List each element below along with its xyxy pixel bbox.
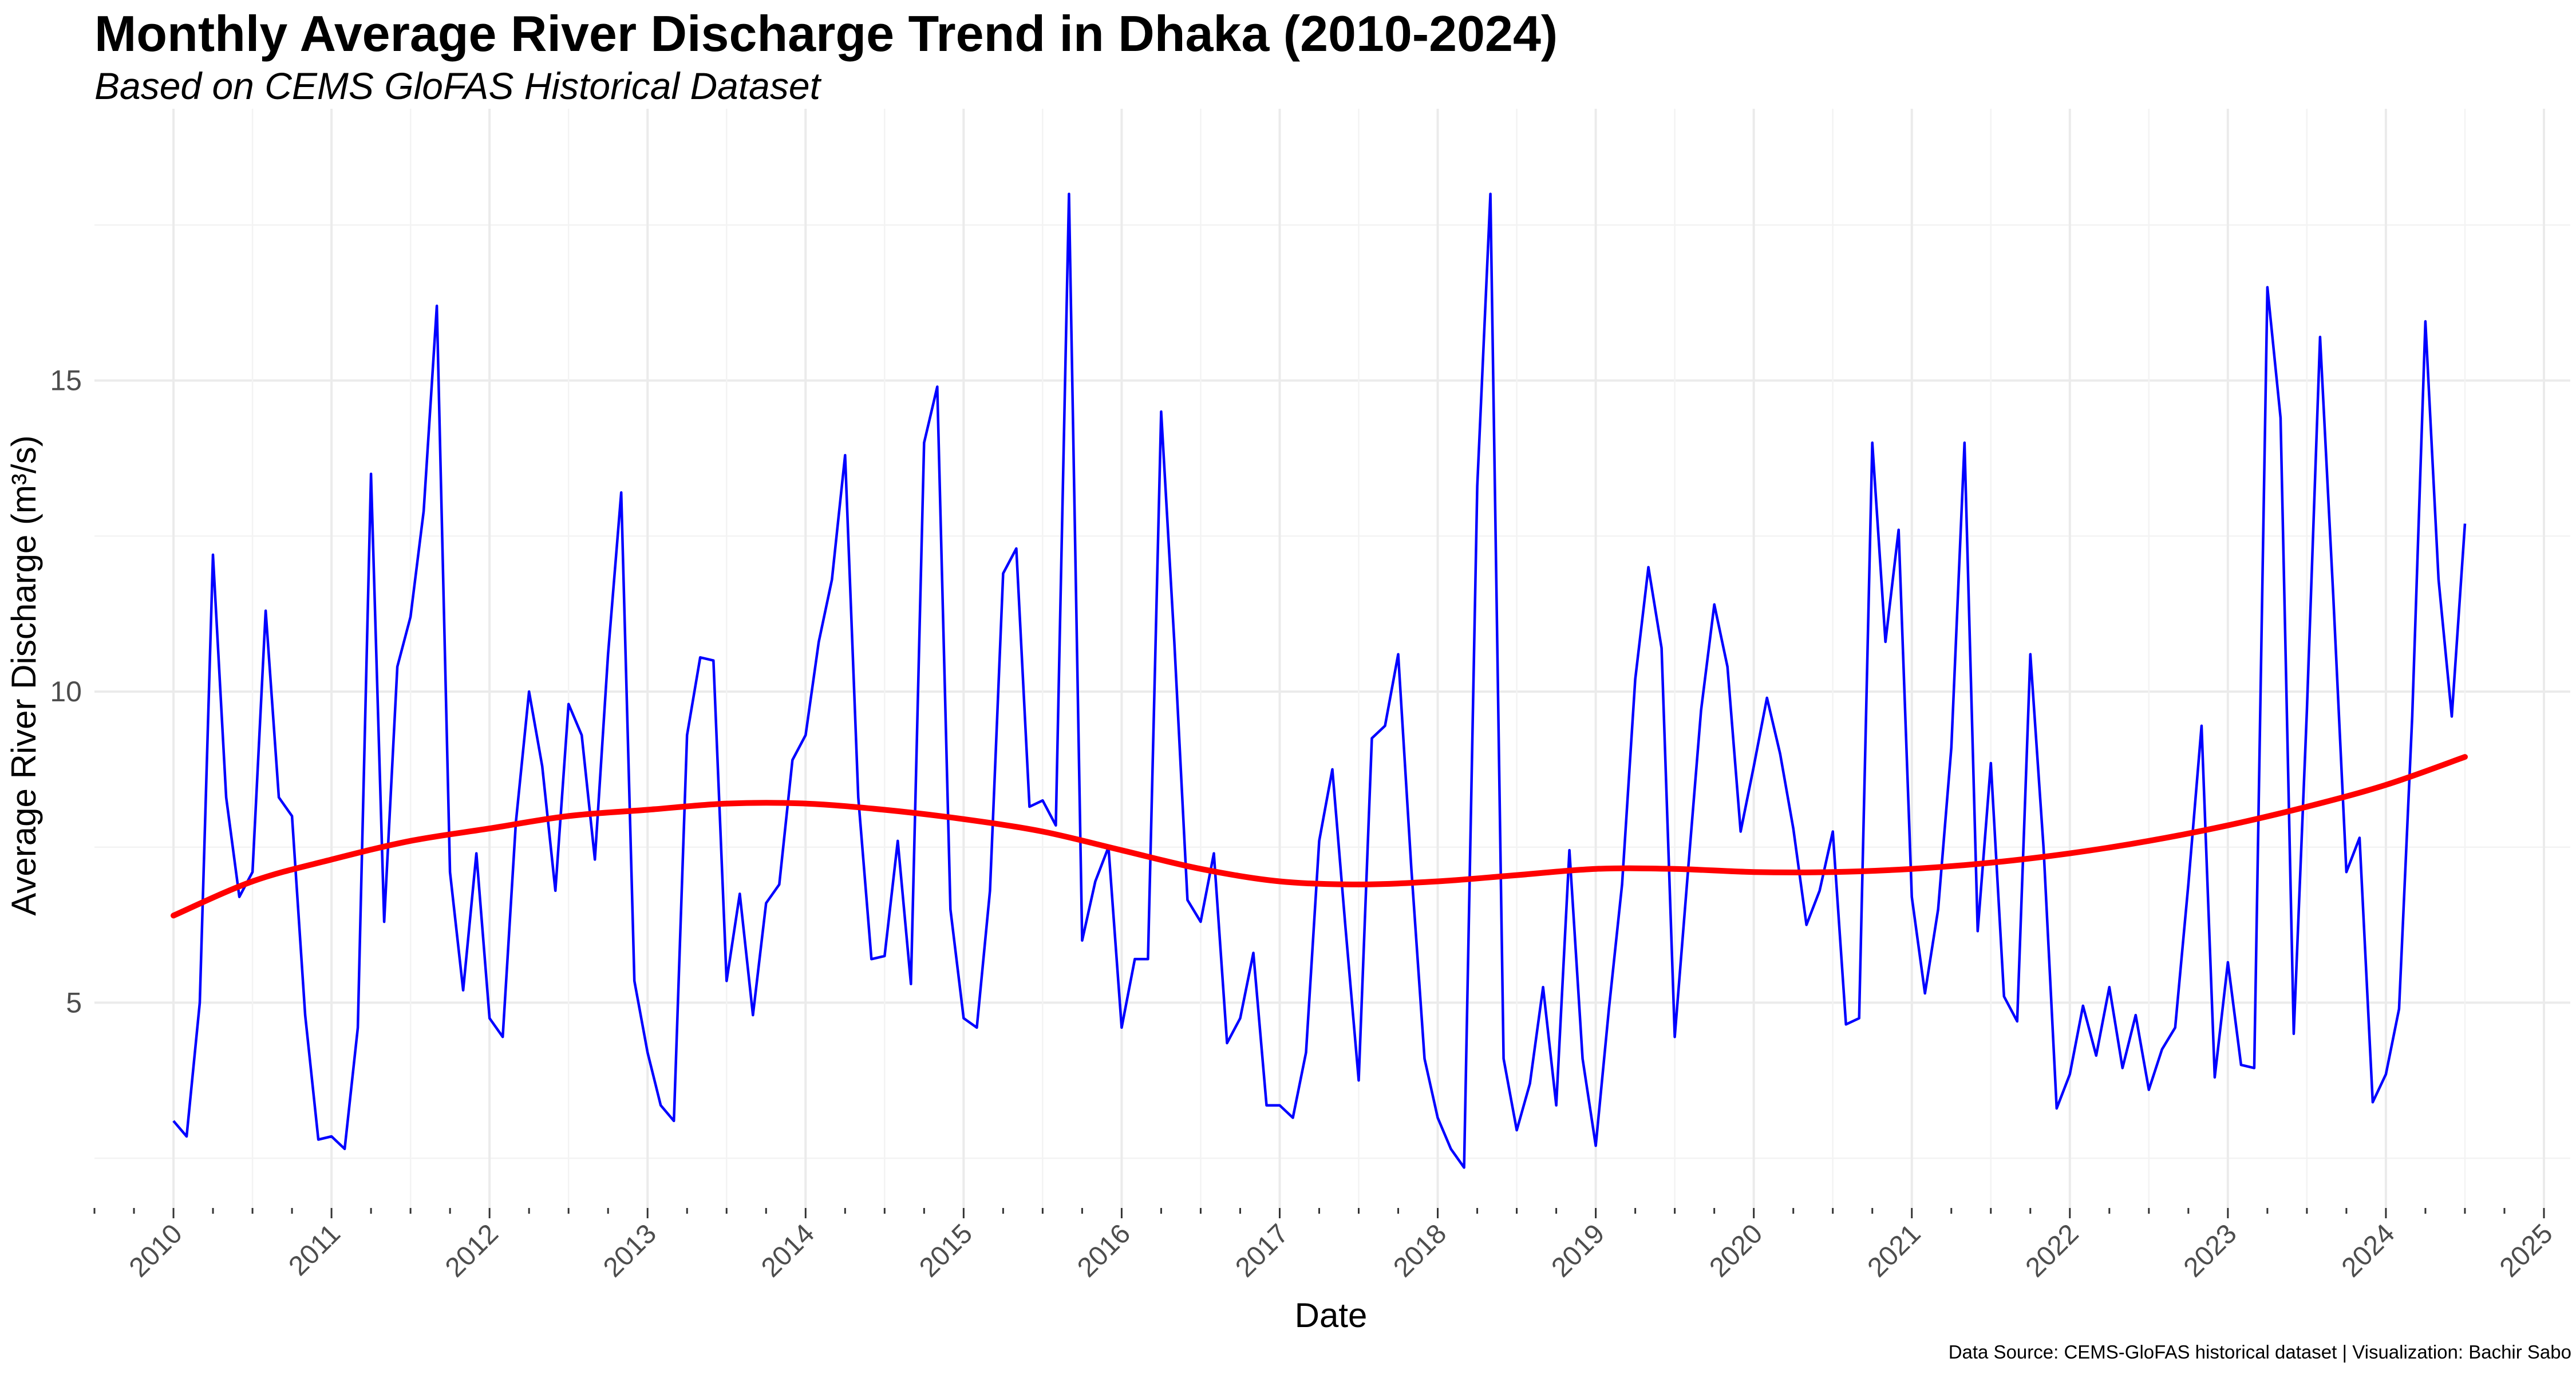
trend-line [171,754,2468,919]
x-tick-label: 2016 [1072,1218,1136,1283]
x-tick-label: 2015 [914,1218,978,1283]
y-axis-title: Average River Discharge (m³/s) [5,435,43,915]
chart-title: Monthly Average River Discharge Trend in… [94,5,1558,62]
series-layer [171,192,2468,1169]
x-tick-label: 2021 [1862,1218,1927,1283]
y-tick-label: 5 [66,986,82,1018]
x-tick-label: 2019 [1546,1218,1610,1283]
x-tick-label: 2024 [2336,1218,2401,1283]
discharge-line [172,192,2467,1169]
x-tick-label: 2022 [2020,1218,2085,1283]
x-tick-label: 2014 [756,1218,820,1283]
grid [94,109,2570,1208]
x-tick-label: 2018 [1388,1218,1452,1283]
y-tick-label: 10 [50,676,82,708]
x-tick-label: 2012 [440,1218,504,1283]
y-tick-label: 15 [50,365,82,397]
x-tick-label: 2025 [2494,1218,2559,1283]
chart-subtitle: Based on CEMS GloFAS Historical Dataset [94,65,820,107]
axes: 5 10 15 2010 2011 2012 2013 2014 2015 2016 2017 201… [50,365,2558,1284]
x-tick-label: 2017 [1230,1218,1294,1283]
chart-caption: Data Source: CEMS-GloFAS historical data… [1948,1341,2571,1363]
x-tick-label: 2010 [124,1218,188,1283]
x-tick-label: 2011 [283,1218,346,1281]
x-tick-label: 2020 [1704,1218,1768,1283]
x-tick-label: 2013 [598,1218,662,1283]
x-tick-label: 2023 [2178,1218,2243,1283]
x-axis-title: Date [1295,1296,1368,1334]
